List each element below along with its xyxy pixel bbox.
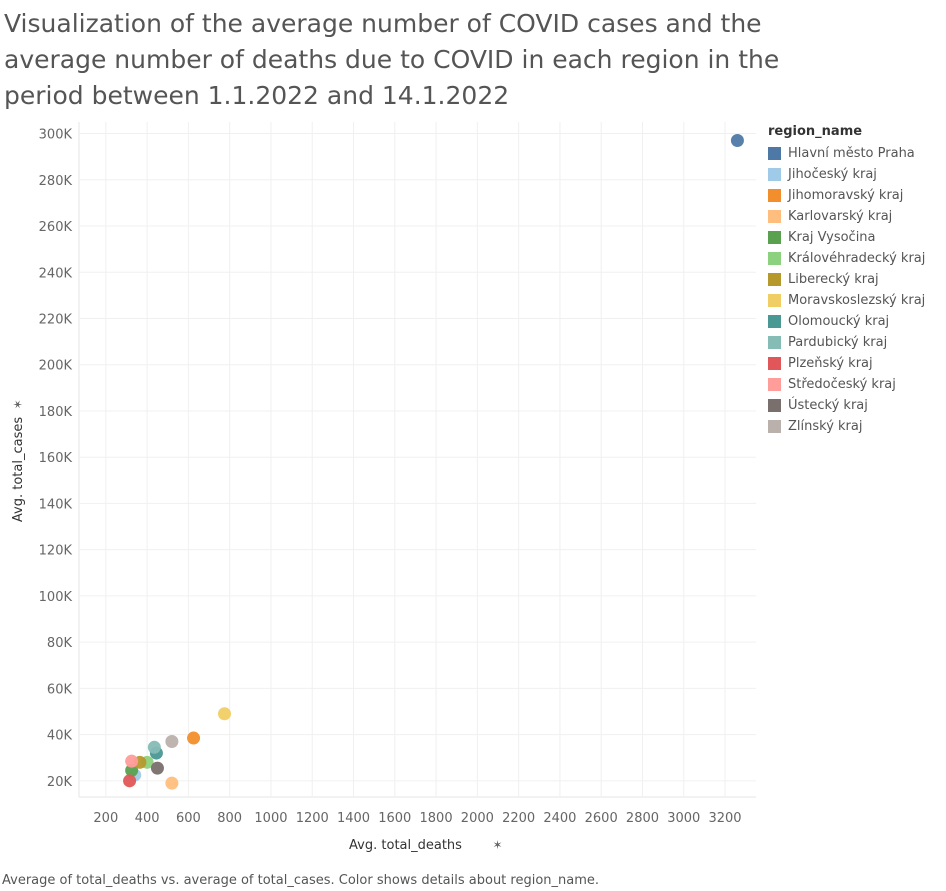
y-tick-label: 280K	[39, 174, 73, 189]
x-tick-label: 1200	[296, 811, 329, 826]
legend-item[interactable]: Kraj Vysočina	[768, 227, 925, 248]
legend-label: Liberecký kraj	[788, 272, 879, 287]
legend-swatch	[768, 231, 781, 244]
y-axis-pin-icon: ✶	[11, 399, 25, 409]
x-tick-label: 200	[93, 811, 118, 826]
x-tick-label: 800	[217, 811, 242, 826]
x-tick-label: 2200	[502, 811, 535, 826]
y-tick-label: 100K	[39, 590, 73, 605]
legend-label: Olomoucký kraj	[788, 314, 890, 329]
chart-title-line-1: Visualization of the average number of C…	[4, 9, 762, 38]
legend-label: Královéhradecký kraj	[788, 251, 926, 266]
legend-swatch	[768, 273, 781, 286]
data-point: Kraj Vysočina	[125, 763, 139, 777]
legend-label: Středočeský kraj	[788, 377, 896, 392]
legend-swatch	[768, 420, 781, 433]
legend-label: Moravskoslezský kraj	[788, 293, 926, 308]
data-point: Zlínský kraj	[165, 735, 179, 749]
x-tick-label: 3000	[667, 811, 700, 826]
legend-item[interactable]: Ústecký kraj	[768, 395, 925, 416]
data-point: Plzeňský kraj	[123, 774, 137, 788]
legend-label: Pardubický kraj	[788, 335, 888, 350]
y-tick-label: 220K	[39, 312, 73, 327]
y-tick-label: 200K	[39, 359, 73, 374]
legend-items: Hlavní město Praha Jihočeský kraj Jihomora…	[768, 143, 925, 437]
legend-swatch	[768, 399, 781, 412]
legend-label: Karlovarský kraj	[788, 209, 893, 224]
data-point: Středočeský kraj	[125, 754, 139, 768]
x-tick-label: 1400	[337, 811, 370, 826]
y-tick-label: 180K	[39, 405, 73, 420]
y-tick-label: 120K	[39, 544, 73, 559]
chart-title: Visualization of the average number of C…	[4, 6, 780, 114]
legend-label: Jihočeský kraj	[788, 167, 877, 182]
legend-item[interactable]: Jihomoravský kraj	[768, 185, 925, 206]
legend-item[interactable]: Olomoucký kraj	[768, 311, 925, 332]
legend-swatch	[768, 252, 781, 265]
chart-title-line-3: period between 1.1.2022 and 14.1.2022	[4, 81, 510, 110]
x-tick-label: 2000	[461, 811, 494, 826]
legend-swatch	[768, 147, 781, 160]
legend-item[interactable]: Zlínský kraj	[768, 416, 925, 437]
legend-swatch	[768, 168, 781, 181]
y-tick-label: 20K	[47, 775, 73, 790]
legend-label: Plzeňský kraj	[788, 356, 873, 371]
x-tick-label: 600	[176, 811, 201, 826]
legend-item[interactable]: Liberecký kraj	[768, 269, 925, 290]
legend-swatch	[768, 189, 781, 202]
legend-item[interactable]: Karlovarský kraj	[768, 206, 925, 227]
legend-swatch	[768, 336, 781, 349]
data-point: Karlovarský kraj	[165, 776, 179, 790]
legend-label: Zlínský kraj	[788, 419, 863, 434]
legend: region_name Hlavní město Praha Jihočeský …	[768, 124, 925, 437]
x-axis-pin-icon: ✶	[493, 838, 503, 852]
data-point: Ústecký kraj	[150, 761, 164, 775]
x-tick-label: 3200	[708, 811, 741, 826]
legend-swatch	[768, 210, 781, 223]
x-tick-label: 1000	[254, 811, 287, 826]
legend-label: Jihomoravský kraj	[788, 188, 904, 203]
legend-item[interactable]: Plzeňský kraj	[768, 353, 925, 374]
legend-swatch	[768, 378, 781, 391]
data-point: Jihomoravský kraj	[187, 731, 201, 745]
legend-item[interactable]: Pardubický kraj	[768, 332, 925, 353]
legend-swatch	[768, 357, 781, 370]
legend-item[interactable]: Jihočeský kraj	[768, 164, 925, 185]
chart-title-line-2: average number of deaths due to COVID in…	[4, 45, 780, 74]
legend-item[interactable]: Moravskoslezský kraj	[768, 290, 925, 311]
legend-label: Ústecký kraj	[788, 398, 868, 413]
data-point: Moravskoslezský kraj	[218, 707, 232, 721]
legend-item[interactable]: Hlavní město Praha	[768, 143, 925, 164]
x-tick-label: 400	[135, 811, 160, 826]
legend-label: Hlavní město Praha	[788, 146, 915, 161]
y-tick-label: 40K	[47, 729, 73, 744]
x-axis-title: Avg. total_deaths	[349, 838, 462, 853]
legend-item[interactable]: Středočeský kraj	[768, 374, 925, 395]
y-tick-label: 240K	[39, 266, 73, 281]
x-tick-label: 2600	[585, 811, 618, 826]
legend-item[interactable]: Královéhradecký kraj	[768, 248, 925, 269]
x-tick-label: 1800	[420, 811, 453, 826]
legend-title: region_name	[768, 124, 863, 139]
y-tick-label: 160K	[39, 451, 73, 466]
legend-swatch	[768, 315, 781, 328]
y-tick-label: 140K	[39, 497, 73, 512]
legend-label: Kraj Vysočina	[788, 230, 876, 245]
x-tick-label: 1600	[378, 811, 411, 826]
chart-caption: Average of total_deaths vs. average of t…	[2, 873, 600, 888]
legend-swatch	[768, 294, 781, 307]
data-point: Pardubický kraj	[147, 740, 161, 754]
y-tick-label: 300K	[39, 128, 73, 143]
y-tick-label: 260K	[39, 220, 73, 235]
y-tick-label: 80K	[47, 636, 73, 651]
x-tick-label: 2400	[543, 811, 576, 826]
data-point: Hlavní město Praha	[730, 133, 744, 147]
y-tick-label: 60K	[47, 682, 73, 697]
x-tick-label: 2800	[626, 811, 659, 826]
y-axis-title: Avg. total_cases	[11, 417, 26, 522]
